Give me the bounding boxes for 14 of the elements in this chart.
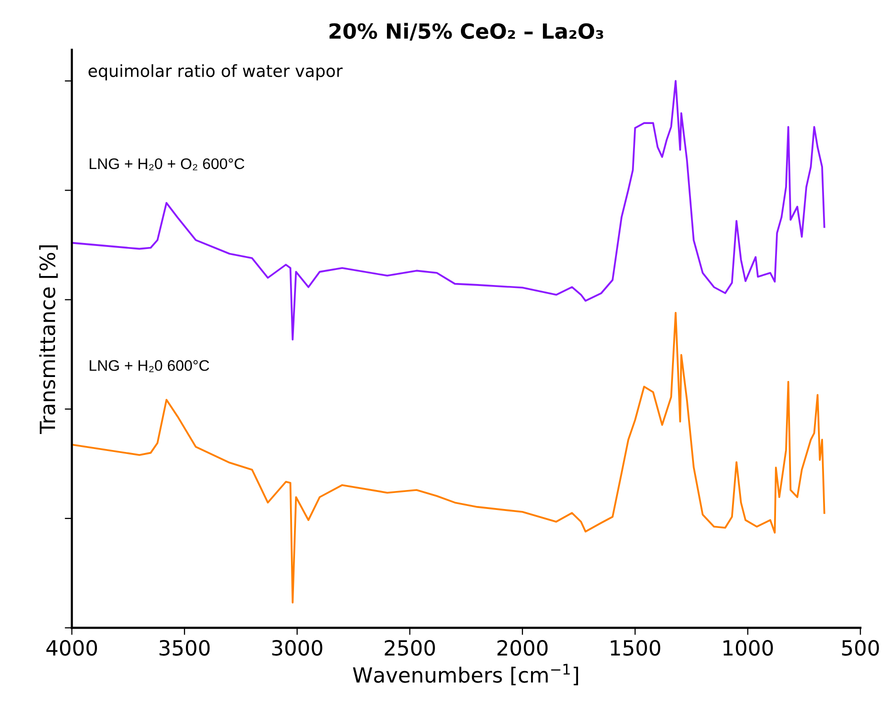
- text: LNG + H₂0 + O₂ 600°C: [90, 158, 244, 170]
- x-tick-label: 1000: [724, 640, 773, 656]
- x-tick-label: 2500: [384, 640, 435, 656]
- x-tick-label: 3500: [160, 640, 210, 656]
- x-tick-label: 500: [842, 640, 879, 656]
- text: equimolar ratio of water vapor: [88, 64, 343, 80]
- x-axis-title: Wavenumbers [cm$^{−1}$]: [352, 664, 578, 686]
- x-tick-label: 1500: [610, 640, 660, 656]
- text: LNG + H₂0 600°C: [90, 360, 210, 372]
- x-tick-label: 2000: [497, 640, 548, 656]
- x-tick-label: 4000: [46, 640, 97, 656]
- y-axis-title: Transmittance [%]: [39, 245, 58, 434]
- x-tick-label: 3000: [272, 640, 322, 656]
- chart-title: 20% Ni/5% CeO₂ – La₂O₃: [330, 22, 604, 41]
